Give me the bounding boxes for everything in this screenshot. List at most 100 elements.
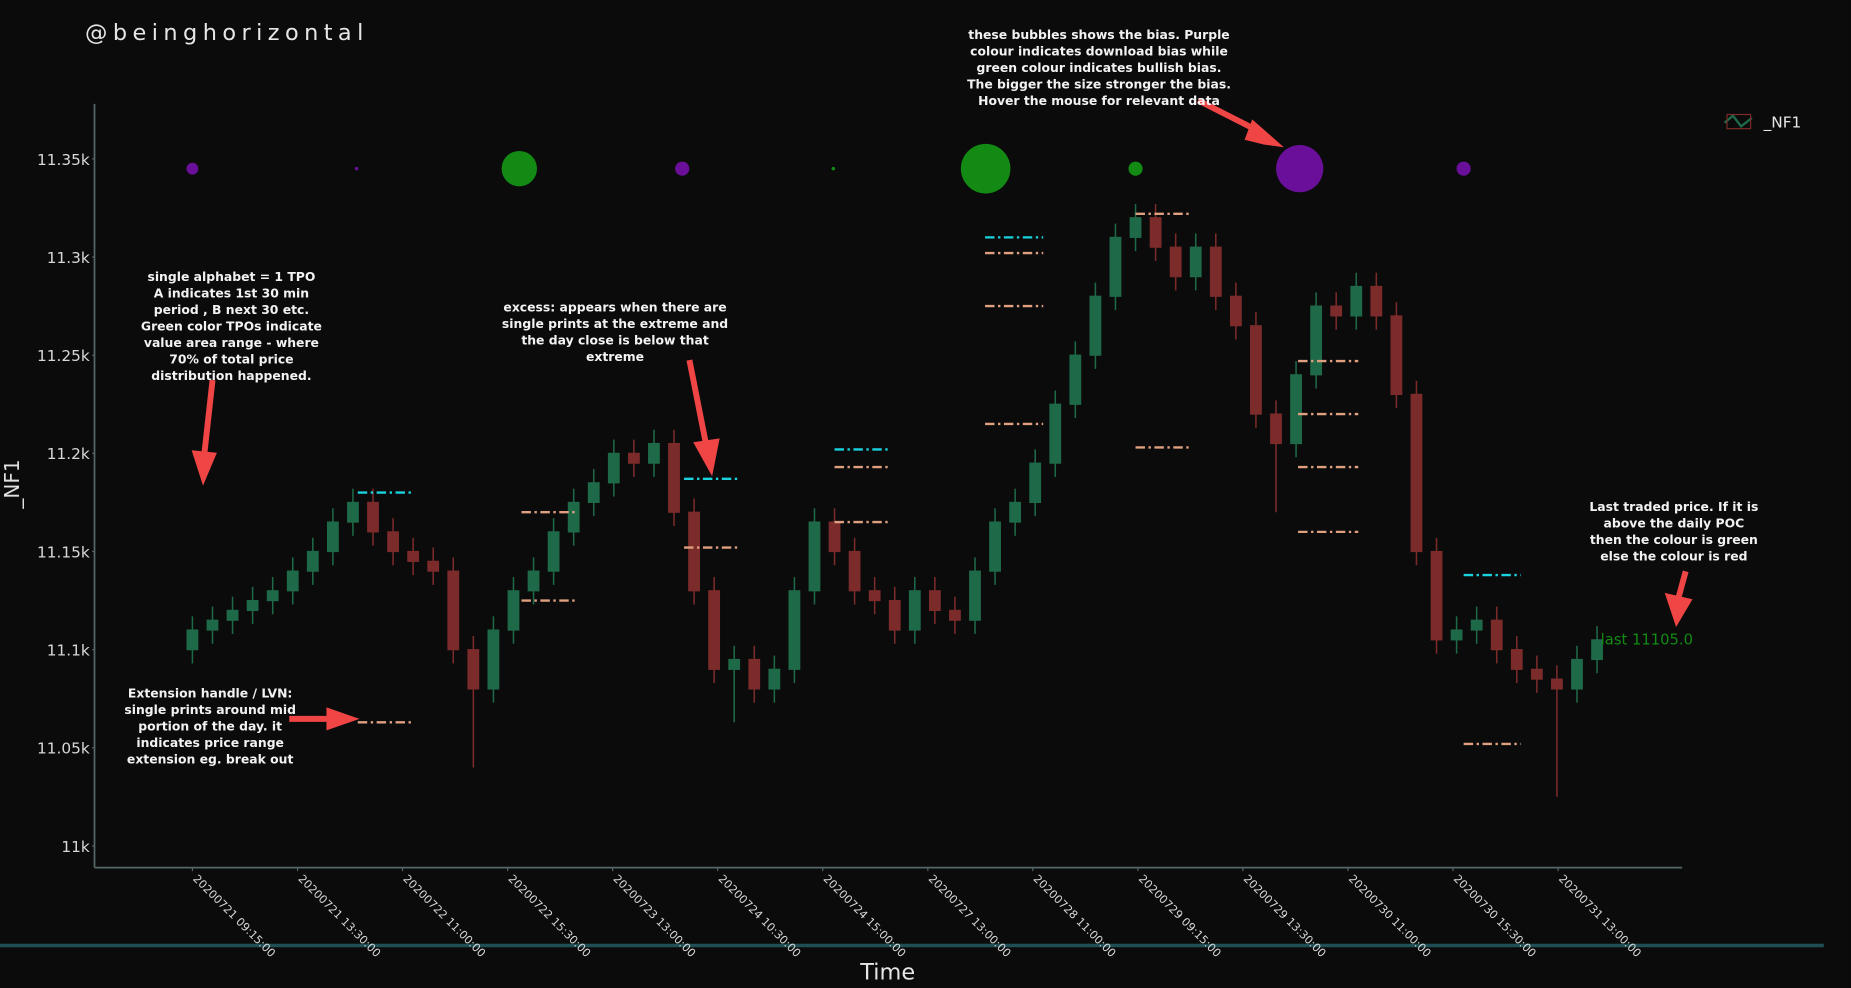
annotation-line: Green color TPOs indicate <box>141 319 322 334</box>
annotation-line: A indicates 1st 30 min <box>154 285 309 300</box>
annotation-line: Last traded price. If it is <box>1589 499 1758 514</box>
candle-body <box>1109 236 1122 297</box>
bias-bubble[interactable] <box>675 161 690 176</box>
annotation-line: The bigger the size stronger the bias. <box>967 77 1231 92</box>
bias-bubble[interactable] <box>1128 161 1143 176</box>
annotation-line: Hover the mouse for relevant data <box>978 93 1220 108</box>
candle-body <box>989 521 1001 572</box>
legend-icon-down <box>1726 113 1752 130</box>
candle-body <box>1510 649 1523 670</box>
candle-body <box>908 590 921 631</box>
candle-body <box>367 501 379 533</box>
candle-body <box>1490 619 1503 651</box>
arrow <box>686 359 709 445</box>
candle-body <box>1009 501 1022 523</box>
candle-body <box>527 570 540 592</box>
candle-body <box>206 619 219 631</box>
candle-body <box>547 531 560 572</box>
annotation-line: then the colour is green <box>1590 532 1758 547</box>
y-tick-label: 11.35k <box>37 151 90 169</box>
candle-body <box>1209 246 1222 297</box>
candle-body <box>1470 619 1483 631</box>
candle-body <box>1189 246 1202 278</box>
candle-body <box>768 668 781 690</box>
arrow <box>1675 570 1689 599</box>
candle-body <box>808 521 821 592</box>
bias-bubble[interactable] <box>831 166 836 171</box>
candle-body <box>969 570 981 621</box>
bias-bubble[interactable] <box>1276 145 1324 193</box>
y-axis-title: _NF1 <box>0 459 24 509</box>
candle-body <box>828 521 841 553</box>
candle-body <box>1270 413 1282 445</box>
annotation: Last traded price. If it is above the dai… <box>1589 499 1758 564</box>
annotation-line: single alphabet = 1 TPO <box>147 269 315 284</box>
candle-body <box>728 658 741 670</box>
legend[interactable]: _NF1 <box>1723 113 1802 132</box>
candle-body <box>407 550 420 562</box>
annotation-line: the day close is below that <box>521 333 709 348</box>
candle-body <box>1530 668 1543 680</box>
arrows <box>191 97 1693 731</box>
candle-body <box>668 442 680 513</box>
candle-body <box>326 521 339 553</box>
candle-body <box>607 452 620 484</box>
candle-body <box>306 550 319 572</box>
candle-body <box>1591 639 1603 661</box>
candle-body <box>1169 246 1182 278</box>
annotation-line: extension eg. break out <box>127 752 294 767</box>
bias-bubble[interactable] <box>960 143 1011 194</box>
candle-body <box>226 609 239 621</box>
candle-body <box>1410 393 1423 553</box>
candle-body <box>688 511 700 592</box>
candle-body <box>1129 217 1142 238</box>
y-tick-label: 11.3k <box>47 249 90 267</box>
candle-body <box>347 501 359 523</box>
annotation-line: excess: appears when there are <box>503 300 726 315</box>
y-tick-label: 11.05k <box>37 740 90 758</box>
candle-body <box>487 629 500 690</box>
annotation-line: these bubbles shows the bias. Purple <box>968 27 1229 42</box>
candle-body <box>627 452 640 464</box>
candle-body <box>868 590 881 602</box>
candle-body <box>708 590 721 670</box>
candle-body <box>467 649 480 690</box>
candle-body <box>1350 285 1363 317</box>
candle-body <box>1089 295 1102 356</box>
candle-body <box>1330 305 1343 317</box>
candle-body <box>1551 678 1563 690</box>
x-axis-title: Time <box>859 960 915 986</box>
candle-body <box>266 590 279 602</box>
candle-body <box>1310 305 1323 376</box>
bias-bubble[interactable] <box>354 166 359 171</box>
candle-body <box>507 590 520 631</box>
annotation-line: single prints at the extreme and <box>502 316 728 331</box>
bias-bubble[interactable] <box>186 162 199 175</box>
arrow-head <box>326 707 360 731</box>
candle-body <box>1290 374 1302 445</box>
candle-body <box>447 570 460 651</box>
candle-body <box>1049 403 1062 464</box>
candle-body <box>387 531 399 553</box>
y-tick-label: 11.1k <box>47 642 90 660</box>
annotation-line: period , B next 30 etc. <box>154 302 309 317</box>
bias-bubble[interactable] <box>501 150 538 187</box>
arrow-head <box>1244 119 1284 148</box>
candle-body <box>848 550 861 592</box>
candle-body <box>1571 658 1583 690</box>
candle-body <box>1250 325 1262 415</box>
y-tick-label: 11.25k <box>37 347 90 365</box>
legend-label: _NF1 <box>1763 113 1802 132</box>
annotation-line: portion of the day. it <box>138 719 282 734</box>
candle-body <box>1149 217 1162 248</box>
candle-body <box>246 599 259 611</box>
annotation: Extension handle / LVN:single prints aro… <box>124 686 296 767</box>
arrow <box>201 379 216 455</box>
candle-body <box>748 658 761 690</box>
annotation-line: colour indicates download bias while <box>970 43 1228 58</box>
bias-bubble[interactable] <box>1456 161 1471 176</box>
